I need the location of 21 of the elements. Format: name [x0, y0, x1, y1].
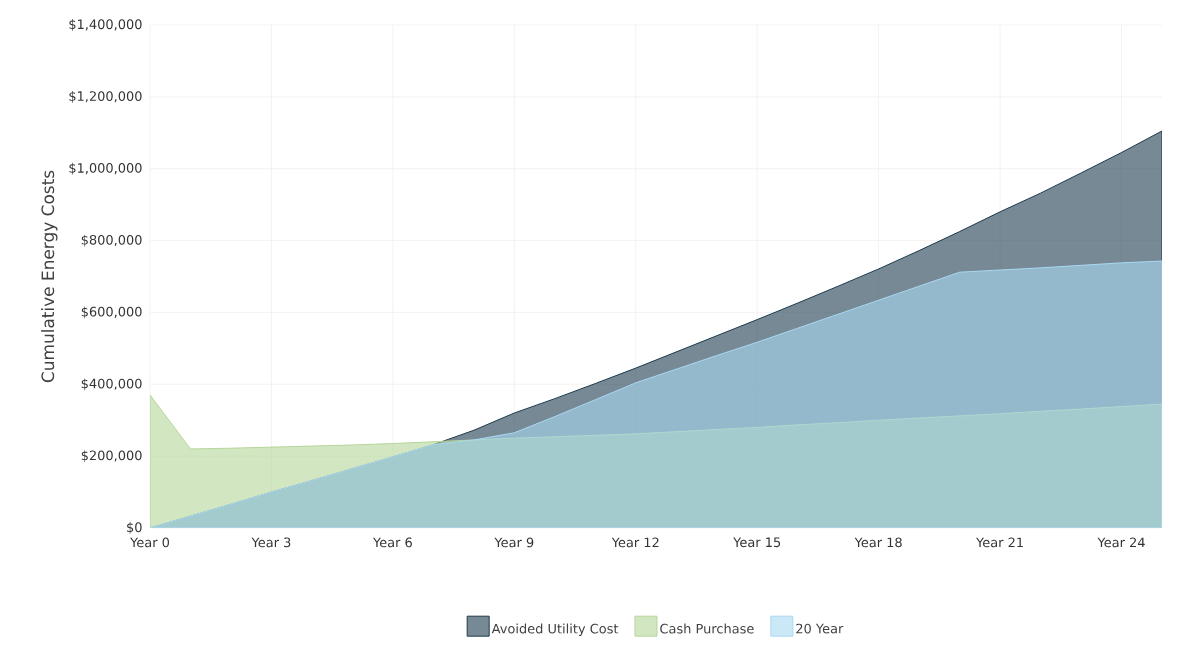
x-tick-label: Year 21: [976, 537, 1023, 548]
y-axis-title: Cumulative Energy Costs: [41, 170, 58, 383]
x-tick-label: Year 9: [494, 537, 534, 548]
x-tick-label: Year 15: [733, 537, 781, 548]
y-tick-label: $1,200,000: [69, 90, 142, 103]
x-tick-label: Year 12: [611, 537, 659, 548]
x-tick-label: Year 18: [854, 537, 902, 548]
y-tick-label: $600,000: [81, 306, 142, 319]
y-tick-label: $200,000: [81, 450, 142, 462]
x-tick-label: Year 24: [1097, 537, 1145, 548]
legend-label: Cash Purchase: [660, 623, 754, 634]
y-tick-label: $1,400,000: [69, 19, 142, 31]
legend-label: Avoided Utility Cost: [491, 623, 619, 637]
y-tick-label: $0: [127, 522, 142, 534]
x-tick-label: Year 6: [372, 537, 412, 548]
x-tick-label: Year 0: [130, 537, 170, 548]
y-tick-label: $400,000: [81, 378, 142, 391]
legend-label: 20 Year: [796, 623, 844, 634]
y-tick-label: $800,000: [81, 234, 142, 247]
y-tick-label: $1,000,000: [69, 162, 142, 175]
x-tick-label: Year 3: [251, 537, 291, 548]
